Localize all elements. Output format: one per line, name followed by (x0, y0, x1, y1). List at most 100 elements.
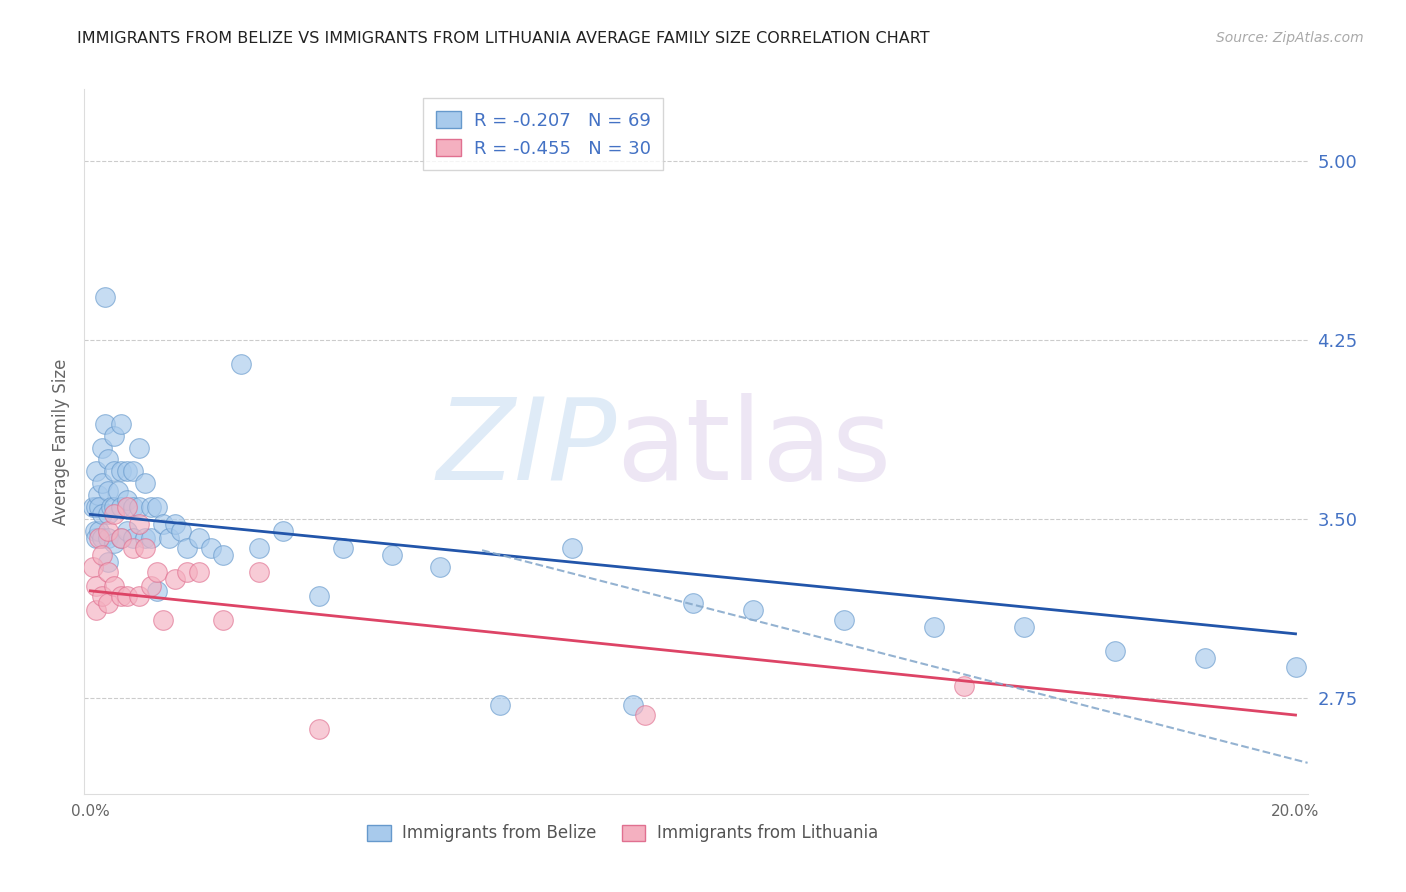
Point (91, 508, 114, 522)
Point (134, 541, 156, 555)
Point (832, 613, 855, 627)
Point (139, 500, 162, 515)
Point (634, 708, 657, 723)
Point (103, 536, 125, 550)
Point (1014, 620, 1036, 634)
Y-axis label: Average Family Size: Average Family Size (52, 359, 70, 524)
Point (128, 589, 150, 603)
Point (110, 464, 132, 478)
Point (86, 488, 108, 502)
Point (163, 516, 186, 531)
Point (152, 516, 174, 531)
Point (121, 541, 143, 555)
Text: ZIP: ZIP (436, 393, 616, 504)
Text: Source: ZipAtlas.com: Source: ZipAtlas.com (1216, 31, 1364, 45)
Point (561, 541, 583, 555)
Point (103, 508, 125, 522)
Point (115, 524, 138, 538)
Point (229, 357, 252, 371)
Point (110, 531, 132, 545)
Point (103, 464, 125, 478)
Point (94, 290, 117, 304)
Point (134, 531, 156, 545)
Point (89, 524, 111, 538)
Point (86, 531, 108, 545)
Point (107, 483, 129, 498)
Point (91, 531, 114, 545)
Point (187, 531, 209, 545)
Point (94, 417, 117, 431)
Point (115, 464, 138, 478)
Point (308, 723, 330, 737)
Point (89, 500, 111, 515)
Point (145, 500, 167, 515)
Point (100, 500, 122, 515)
Point (86, 603, 108, 617)
Point (82, 560, 104, 574)
Point (97, 555, 120, 569)
Point (121, 464, 143, 478)
Point (247, 565, 270, 579)
Point (97, 452, 120, 467)
Point (247, 541, 270, 555)
Point (1194, 650, 1216, 665)
Point (103, 579, 125, 593)
Point (91, 441, 114, 455)
Point (86, 500, 108, 515)
Point (271, 524, 294, 538)
Point (86, 579, 108, 593)
Point (110, 417, 132, 431)
Point (84, 524, 107, 538)
Point (91, 476, 114, 491)
Point (922, 620, 945, 634)
Point (176, 565, 198, 579)
Point (128, 500, 150, 515)
Point (176, 541, 198, 555)
Point (163, 572, 186, 586)
Point (97, 508, 120, 522)
Point (152, 613, 174, 627)
Legend: Immigrants from Belize, Immigrants from Lithuania: Immigrants from Belize, Immigrants from … (360, 818, 884, 849)
Point (89, 531, 111, 545)
Point (429, 560, 451, 574)
Point (200, 541, 222, 555)
Point (103, 500, 125, 515)
Point (121, 531, 143, 545)
Point (110, 531, 132, 545)
Point (91, 548, 114, 562)
Point (1284, 660, 1306, 674)
Point (682, 596, 704, 610)
Point (145, 583, 167, 598)
Point (212, 613, 235, 627)
Point (86, 464, 108, 478)
Point (82, 500, 104, 515)
Point (621, 698, 644, 713)
Point (91, 589, 114, 603)
Point (381, 548, 404, 562)
Point (97, 483, 120, 498)
Point (97, 531, 120, 545)
Point (953, 679, 976, 693)
Point (121, 500, 143, 515)
Point (139, 579, 162, 593)
Point (139, 531, 162, 545)
Point (170, 524, 193, 538)
Point (332, 541, 354, 555)
Point (115, 493, 138, 508)
Point (157, 531, 180, 545)
Point (128, 441, 150, 455)
Point (145, 565, 167, 579)
Point (97, 524, 120, 538)
Text: IMMIGRANTS FROM BELIZE VS IMMIGRANTS FROM LITHUANIA AVERAGE FAMILY SIZE CORRELAT: IMMIGRANTS FROM BELIZE VS IMMIGRANTS FRO… (77, 31, 929, 46)
Point (212, 548, 235, 562)
Point (103, 428, 125, 442)
Point (115, 589, 138, 603)
Point (742, 603, 765, 617)
Point (110, 589, 132, 603)
Point (110, 500, 132, 515)
Point (308, 589, 330, 603)
Point (97, 565, 120, 579)
Point (128, 516, 150, 531)
Text: atlas: atlas (616, 393, 891, 504)
Point (97, 596, 120, 610)
